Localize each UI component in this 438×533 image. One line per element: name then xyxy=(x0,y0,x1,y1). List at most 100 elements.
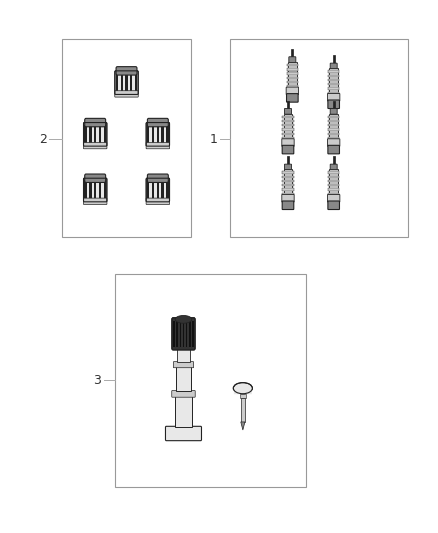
Bar xyxy=(286,85,298,87)
Bar xyxy=(152,180,154,200)
Ellipse shape xyxy=(175,316,192,323)
FancyBboxPatch shape xyxy=(148,118,168,127)
FancyBboxPatch shape xyxy=(328,201,339,209)
Bar xyxy=(329,169,338,195)
Bar xyxy=(288,62,297,87)
Bar xyxy=(192,321,194,347)
Bar xyxy=(282,137,294,139)
Bar xyxy=(328,92,339,94)
FancyBboxPatch shape xyxy=(282,201,294,209)
Bar xyxy=(116,73,118,92)
Bar xyxy=(328,133,339,135)
Bar xyxy=(166,180,169,200)
Bar xyxy=(286,72,298,75)
Bar xyxy=(329,114,338,139)
Bar xyxy=(328,120,339,122)
Bar xyxy=(328,116,339,118)
Bar xyxy=(62,38,191,237)
Bar xyxy=(130,73,133,92)
FancyBboxPatch shape xyxy=(328,139,340,147)
Bar xyxy=(162,125,164,144)
Ellipse shape xyxy=(233,383,252,394)
Bar xyxy=(157,125,159,144)
Bar xyxy=(152,125,154,144)
FancyBboxPatch shape xyxy=(116,67,137,75)
FancyBboxPatch shape xyxy=(84,178,107,202)
Bar xyxy=(241,398,245,422)
Bar xyxy=(286,81,298,83)
Bar xyxy=(282,124,294,126)
Bar xyxy=(94,180,96,200)
FancyBboxPatch shape xyxy=(286,87,299,95)
Bar xyxy=(282,120,294,122)
Bar xyxy=(328,75,339,77)
Bar xyxy=(177,321,178,347)
Polygon shape xyxy=(241,422,245,430)
Bar xyxy=(328,175,339,178)
FancyBboxPatch shape xyxy=(328,146,339,154)
Bar xyxy=(186,321,187,347)
FancyBboxPatch shape xyxy=(285,164,291,170)
Bar xyxy=(94,125,96,144)
Bar xyxy=(332,101,335,109)
Bar xyxy=(282,188,294,191)
Bar xyxy=(180,321,181,347)
Bar xyxy=(282,175,294,178)
Bar xyxy=(282,171,294,174)
Bar xyxy=(284,169,292,195)
Bar xyxy=(85,125,87,144)
FancyBboxPatch shape xyxy=(83,142,107,149)
FancyBboxPatch shape xyxy=(330,164,337,170)
Bar xyxy=(147,125,149,144)
Bar xyxy=(177,348,191,362)
Bar xyxy=(282,180,294,182)
FancyBboxPatch shape xyxy=(289,57,296,62)
Bar xyxy=(230,38,408,237)
Bar xyxy=(282,116,294,118)
FancyBboxPatch shape xyxy=(146,198,170,205)
FancyBboxPatch shape xyxy=(146,123,170,146)
Bar xyxy=(135,73,137,92)
FancyBboxPatch shape xyxy=(282,146,294,154)
FancyBboxPatch shape xyxy=(285,108,291,114)
Bar xyxy=(332,55,335,63)
FancyBboxPatch shape xyxy=(328,100,339,109)
FancyBboxPatch shape xyxy=(330,63,337,69)
Bar xyxy=(328,83,339,85)
Text: 1: 1 xyxy=(210,133,218,146)
Bar xyxy=(328,192,339,195)
FancyBboxPatch shape xyxy=(282,195,294,202)
FancyBboxPatch shape xyxy=(146,178,170,202)
FancyBboxPatch shape xyxy=(286,94,298,102)
Bar xyxy=(89,180,92,200)
Bar xyxy=(287,101,289,109)
Bar xyxy=(287,156,289,165)
Bar xyxy=(328,124,339,126)
Bar xyxy=(89,125,92,144)
Bar xyxy=(176,366,191,391)
FancyBboxPatch shape xyxy=(85,118,106,127)
FancyBboxPatch shape xyxy=(83,198,107,205)
Bar xyxy=(166,125,169,144)
Bar xyxy=(120,73,123,92)
Bar xyxy=(282,128,294,131)
FancyBboxPatch shape xyxy=(172,318,195,350)
FancyBboxPatch shape xyxy=(115,91,138,97)
Text: 3: 3 xyxy=(93,374,101,387)
Bar xyxy=(99,125,101,144)
Bar xyxy=(183,321,184,347)
Bar xyxy=(115,274,306,487)
Bar xyxy=(329,68,338,94)
FancyBboxPatch shape xyxy=(328,195,340,202)
Bar xyxy=(103,180,106,200)
Bar xyxy=(125,73,128,92)
Bar xyxy=(282,133,294,135)
Bar xyxy=(328,79,339,81)
Bar xyxy=(282,192,294,195)
Text: 2: 2 xyxy=(39,133,47,146)
Bar xyxy=(328,180,339,182)
Bar xyxy=(328,137,339,139)
FancyBboxPatch shape xyxy=(330,108,337,114)
Bar xyxy=(240,394,246,398)
Bar xyxy=(328,87,339,90)
